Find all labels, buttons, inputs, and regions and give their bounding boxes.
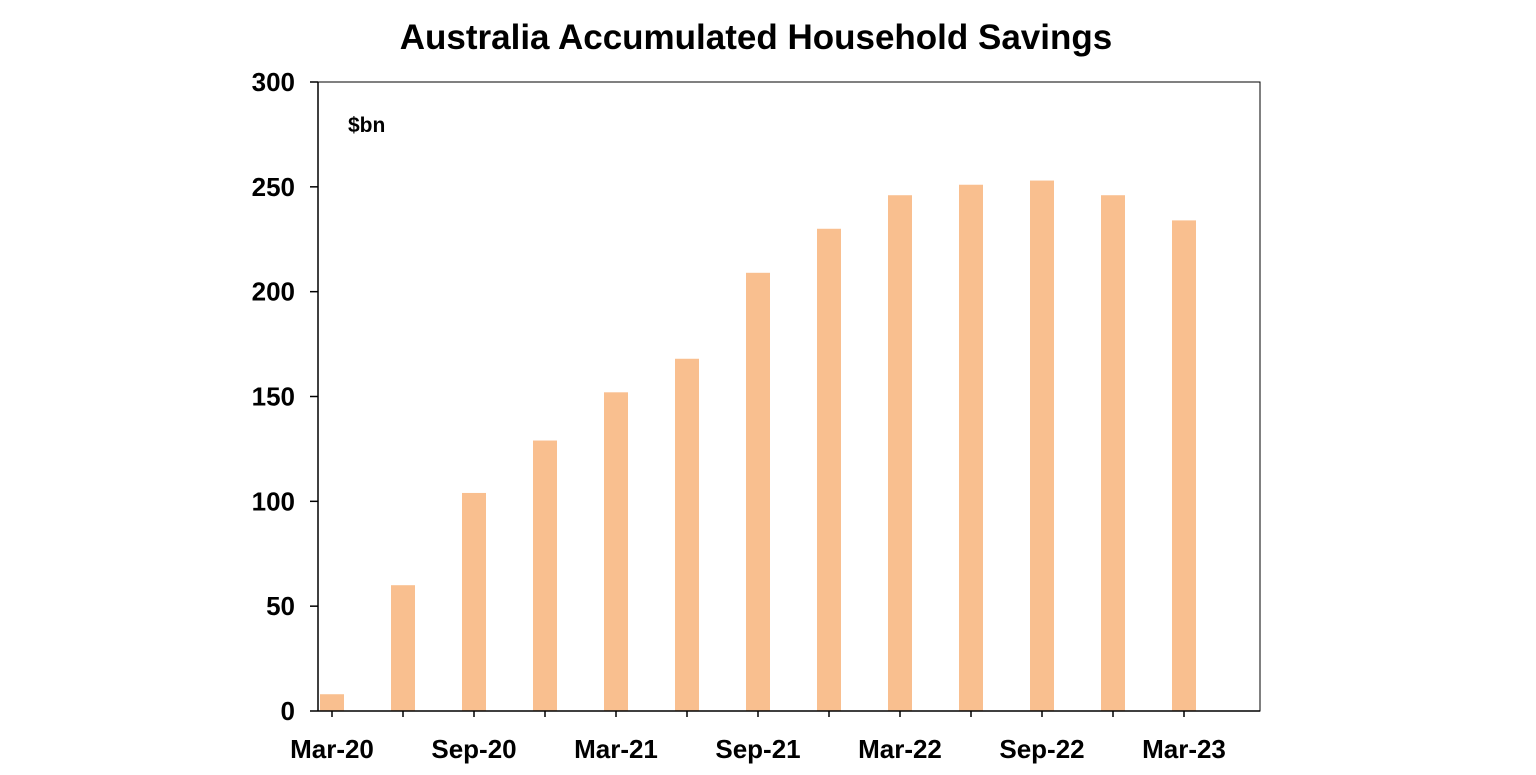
x-tick-label: Mar-22	[858, 734, 942, 764]
bar-mar-23	[1172, 220, 1196, 711]
y-tick-label: 250	[252, 172, 295, 202]
x-tick-label: Sep-21	[715, 734, 800, 764]
y-axis-ticks: 0 50 100 150 200 250 300	[252, 67, 318, 726]
bar-jun-22	[959, 184, 983, 711]
y-tick-label: 50	[266, 591, 295, 621]
x-axis-ticks: Mar-20 Sep-20 Mar-21 Sep-21 Mar-22 Sep-22 Mar-…	[290, 711, 1226, 764]
bar-jun-21	[675, 358, 699, 711]
y-tick-label: 100	[252, 486, 295, 516]
x-tick-label: Sep-22	[999, 734, 1084, 764]
y-tick-label: 0	[281, 696, 295, 726]
unit-label: $bn	[348, 114, 385, 137]
x-tick-label: Mar-21	[574, 734, 658, 764]
bar-jun-20	[391, 585, 415, 711]
bar-dec-20	[533, 440, 557, 711]
x-tick-label: Mar-20	[290, 734, 374, 764]
x-tick-label: Sep-20	[431, 734, 516, 764]
bars-group	[320, 180, 1196, 712]
bar-dec-22	[1101, 195, 1125, 712]
bar-mar-21	[604, 392, 628, 711]
x-tick-label: Mar-23	[1142, 734, 1226, 764]
bar-dec-21	[817, 228, 841, 711]
bar-sep-22	[1030, 180, 1054, 711]
bar-sep-20	[462, 492, 486, 711]
bar-mar-20	[320, 694, 344, 711]
y-tick-label: 300	[252, 67, 295, 97]
y-tick-label: 200	[252, 277, 295, 307]
bar-mar-22	[888, 195, 912, 712]
bar-sep-21	[746, 272, 770, 711]
y-tick-label: 150	[252, 382, 295, 412]
chart-title: Australia Accumulated Household Savings	[399, 18, 1113, 57]
